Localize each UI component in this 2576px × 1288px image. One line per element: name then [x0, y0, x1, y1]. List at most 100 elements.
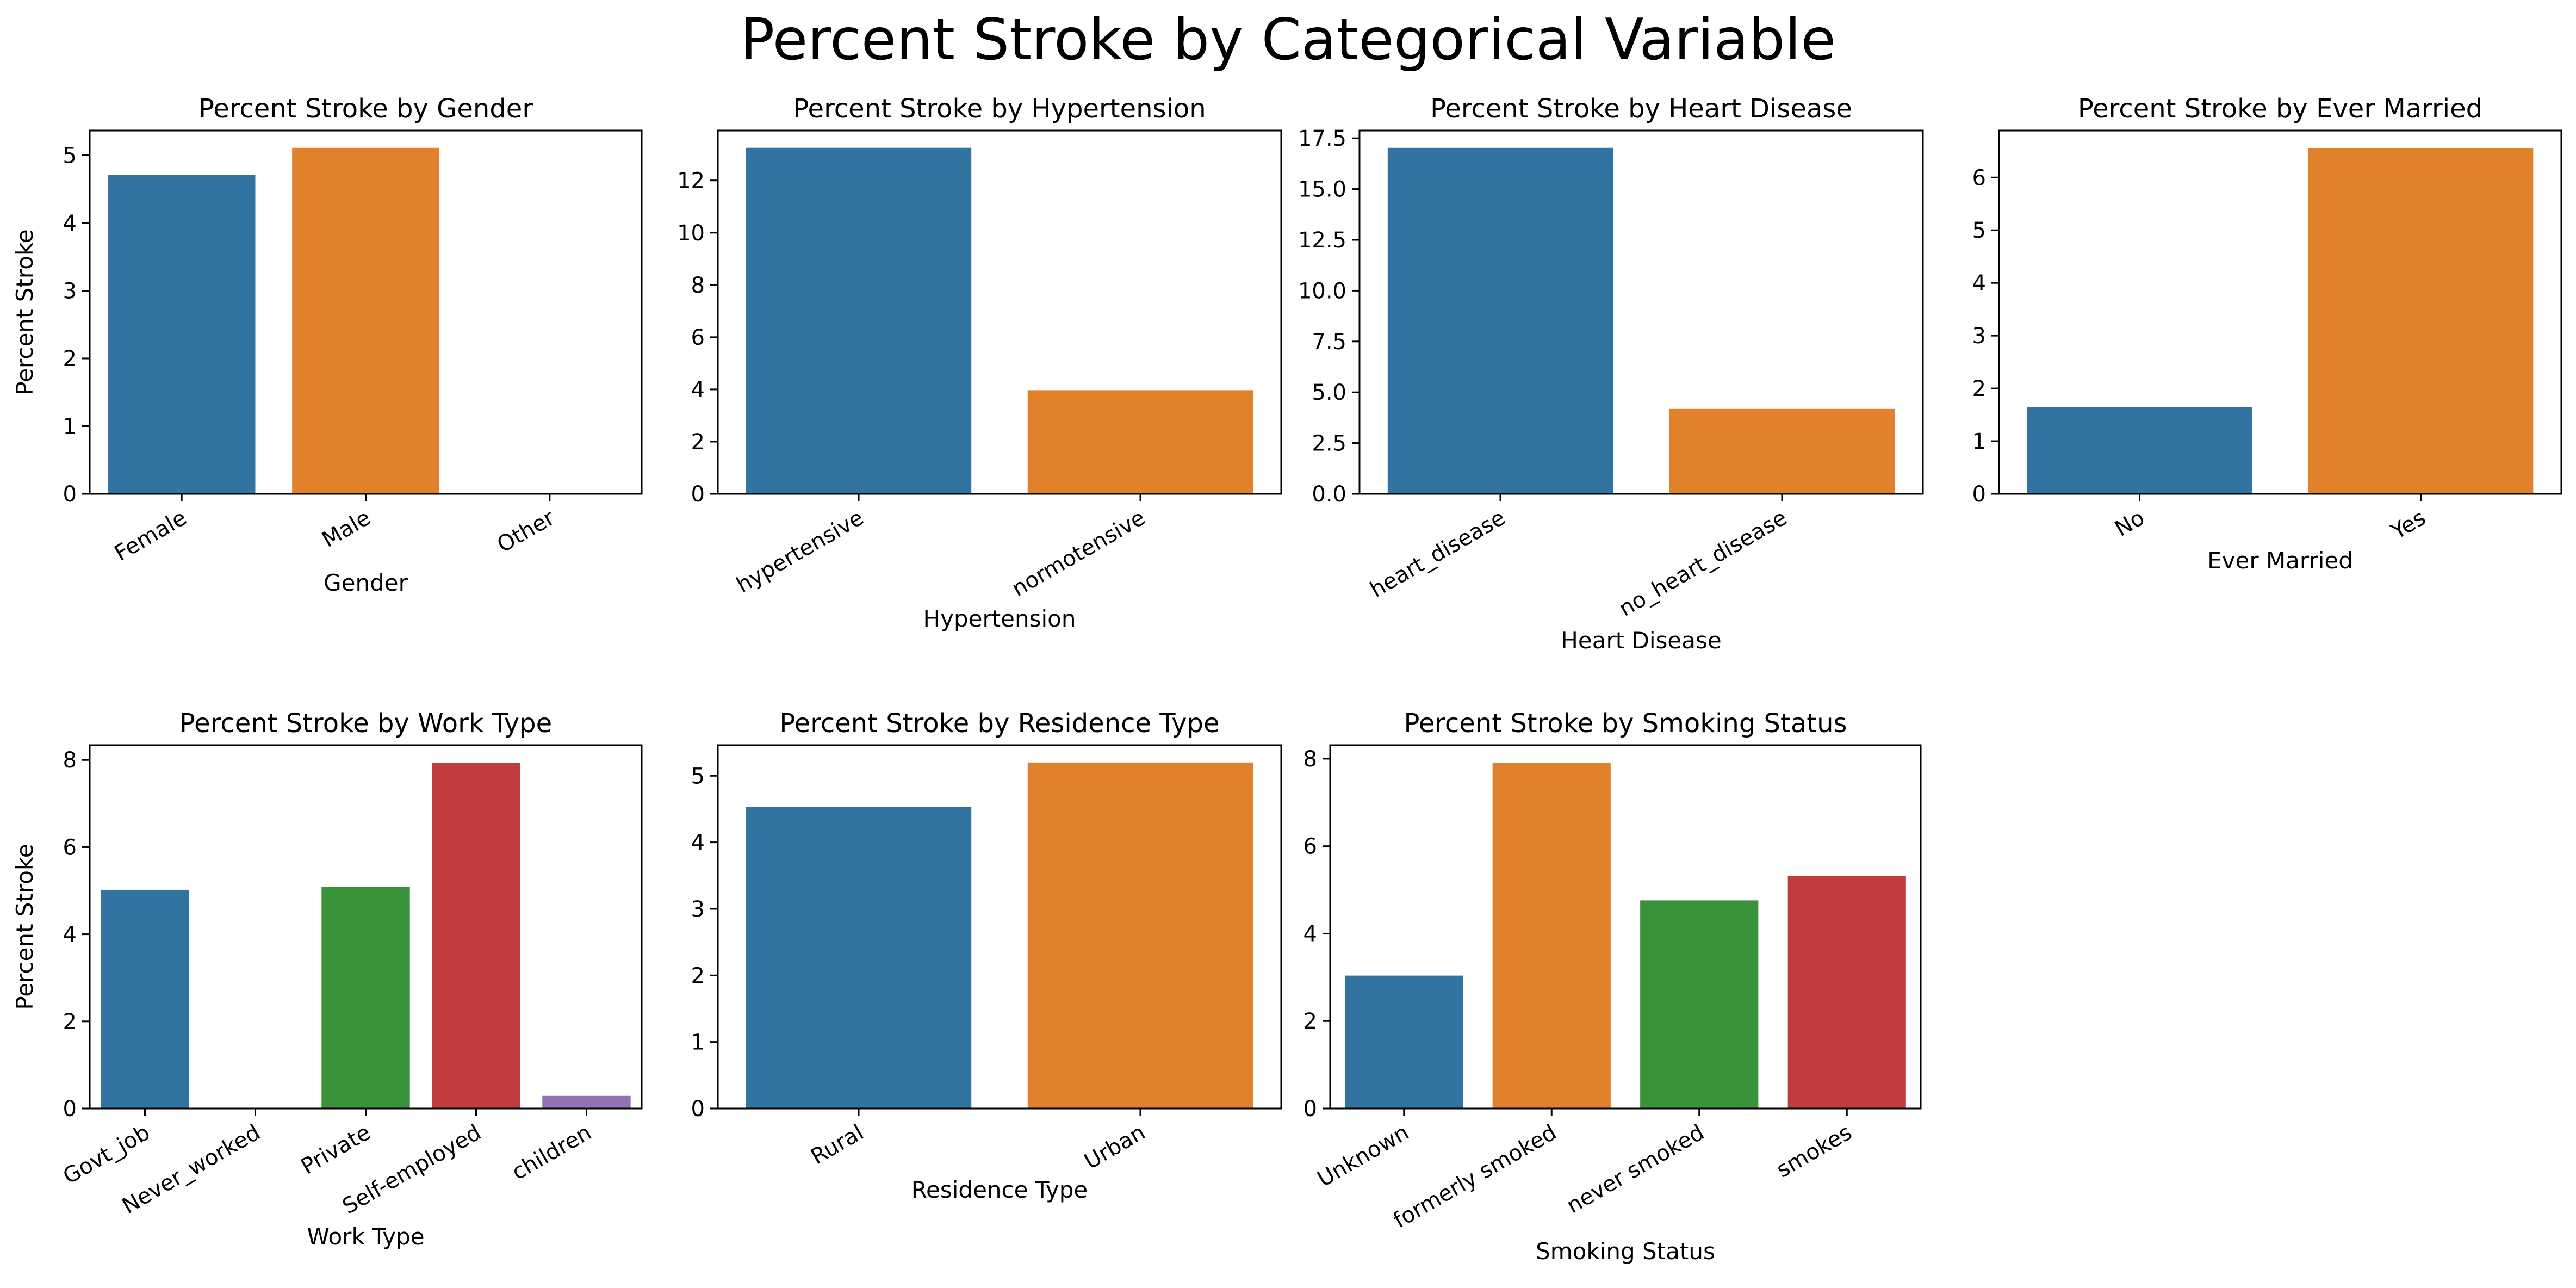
- y-tick-label: 1: [1972, 429, 1986, 454]
- figure-title: Percent Stroke by Categorical Variable: [740, 7, 1836, 73]
- y-axis-label: Percent Stroke: [11, 229, 38, 395]
- y-tick-label: 3: [1972, 324, 1986, 349]
- x-axis-label: Work Type: [307, 1223, 424, 1250]
- y-tick-label: 0: [1972, 482, 1986, 507]
- y-tick-label: 8: [691, 273, 705, 298]
- y-tick-label: 5: [1972, 218, 1986, 243]
- y-tick-label: 0: [691, 482, 705, 507]
- x-tick-label: heart_disease: [1366, 505, 1510, 603]
- y-tick-label: 0.0: [1312, 482, 1346, 507]
- bar: [1027, 762, 1253, 1109]
- y-tick-label: 0: [1303, 1097, 1317, 1122]
- subplot-title: Percent Stroke by Work Type: [179, 708, 552, 739]
- y-tick-label: 10.0: [1298, 278, 1346, 304]
- x-axis-label: Gender: [324, 569, 408, 596]
- x-tick-label: Male: [318, 505, 375, 553]
- y-tick-label: 4: [691, 377, 705, 403]
- bar: [292, 147, 439, 494]
- y-tick-label: 1: [63, 414, 77, 439]
- x-tick-label: No: [2111, 505, 2149, 542]
- x-tick-label: Urban: [1080, 1120, 1150, 1174]
- axes-frame: [1998, 129, 2562, 495]
- subplot-title: Percent Stroke by Smoking Status: [1404, 708, 1847, 739]
- y-tick-label: 15.0: [1298, 177, 1346, 202]
- y-tick-label: 7.5: [1312, 330, 1346, 355]
- y-tick-label: 12.5: [1298, 228, 1346, 253]
- x-axis-label: Heart Disease: [1561, 627, 1721, 654]
- axes-frame: [717, 129, 1282, 495]
- y-tick-label: 6: [1303, 834, 1317, 859]
- y-tick-label: 2: [63, 1010, 77, 1035]
- y-tick-label: 6: [1972, 165, 1986, 190]
- x-tick-label: Other: [493, 505, 559, 558]
- y-tick-label: 8: [63, 748, 77, 773]
- y-tick-label: 4: [1303, 921, 1317, 946]
- x-tick-label: Rural: [806, 1120, 868, 1170]
- y-tick-label: 5: [63, 143, 77, 168]
- bar: [321, 887, 410, 1109]
- bar: [1640, 900, 1759, 1109]
- x-axis-label: Hypertension: [923, 605, 1076, 632]
- x-tick-label: never smoked: [1562, 1120, 1708, 1219]
- y-tick-label: 2.5: [1312, 431, 1346, 456]
- x-tick-label: Unknown: [1313, 1120, 1413, 1192]
- y-tick-label: 8: [1303, 747, 1317, 772]
- bar: [1669, 408, 1895, 494]
- axes-frame: [1329, 744, 1922, 1110]
- bar: [1492, 763, 1611, 1109]
- y-tick-label: 6: [63, 835, 77, 860]
- bar: [1787, 876, 1906, 1109]
- subplot-title: Percent Stroke by Ever Married: [2078, 94, 2482, 124]
- bar: [746, 147, 972, 494]
- y-tick-label: 2: [63, 346, 77, 371]
- bar: [1345, 975, 1463, 1109]
- y-axis-label: Percent Stroke: [11, 844, 38, 1010]
- x-tick-label: normotensive: [1008, 505, 1150, 602]
- x-tick-label: Private: [297, 1120, 375, 1180]
- x-tick-label: Female: [110, 505, 191, 566]
- subplot-title: Percent Stroke by Heart Disease: [1430, 94, 1852, 124]
- axes-frame: [1358, 129, 1924, 495]
- y-tick-label: 0: [63, 1097, 77, 1122]
- y-tick-label: 10: [677, 221, 705, 246]
- y-tick-label: 0: [63, 482, 77, 507]
- y-tick-label: 0: [691, 1097, 705, 1122]
- x-tick-label: Govt_job: [59, 1120, 154, 1190]
- bar: [1387, 147, 1613, 494]
- y-tick-label: 5: [691, 764, 705, 789]
- bar: [101, 889, 189, 1109]
- x-tick-label: children: [508, 1120, 596, 1185]
- x-tick-label: smokes: [1772, 1120, 1856, 1183]
- x-tick-label: no_heart_disease: [1615, 505, 1791, 622]
- y-tick-label: 2: [1303, 1009, 1317, 1034]
- bar: [746, 807, 972, 1109]
- y-tick-label: 1: [691, 1030, 705, 1055]
- y-tick-label: 2: [691, 430, 705, 455]
- y-tick-label: 4: [1972, 271, 1986, 296]
- x-axis-label: Smoking Status: [1536, 1238, 1715, 1265]
- axes-frame: [717, 744, 1282, 1110]
- x-tick-label: formerly smoked: [1389, 1120, 1561, 1234]
- bar: [2308, 147, 2534, 494]
- bar: [1027, 390, 1253, 494]
- x-tick-label: Yes: [2387, 505, 2430, 545]
- y-tick-label: 4: [63, 922, 77, 948]
- x-tick-label: hypertensive: [733, 505, 868, 598]
- subplot-title: Percent Stroke by Gender: [198, 94, 533, 124]
- y-tick-label: 2: [691, 963, 705, 988]
- subplot-title: Percent Stroke by Hypertension: [793, 94, 1206, 124]
- bar: [108, 175, 256, 494]
- x-axis-label: Ever Married: [2207, 547, 2353, 574]
- y-tick-label: 17.5: [1298, 126, 1346, 151]
- bar: [542, 1095, 631, 1109]
- y-tick-label: 3: [691, 897, 705, 922]
- y-tick-label: 4: [63, 211, 77, 236]
- subplot-title: Percent Stroke by Residence Type: [779, 708, 1219, 739]
- x-axis-label: Residence Type: [911, 1176, 1088, 1203]
- y-tick-label: 4: [691, 831, 705, 856]
- y-tick-label: 5.0: [1312, 380, 1346, 405]
- y-tick-label: 6: [691, 325, 705, 350]
- bar: [2027, 407, 2252, 494]
- y-tick-label: 3: [63, 278, 77, 304]
